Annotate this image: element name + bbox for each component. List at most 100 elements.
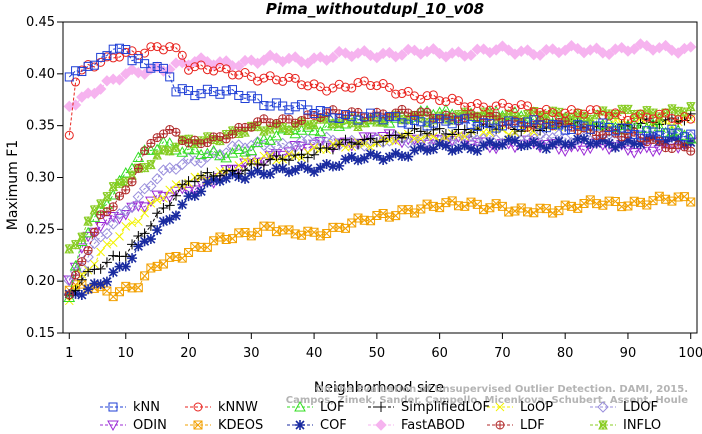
x-tick-label: 70 <box>494 346 511 361</box>
data-point <box>102 207 112 217</box>
legend-label: ODIN <box>133 418 167 433</box>
data-point <box>252 121 263 132</box>
data-point <box>403 151 414 162</box>
y-axis-label: Maximum F1 <box>5 140 21 230</box>
data-point <box>372 112 382 122</box>
data-point <box>610 126 620 136</box>
data-point <box>89 60 99 70</box>
data-point <box>378 117 388 128</box>
data-point <box>258 157 270 169</box>
legend-marker <box>295 420 305 430</box>
data-point <box>322 86 332 96</box>
data-point <box>566 112 577 123</box>
legend-marker <box>495 402 505 412</box>
data-point <box>278 76 288 86</box>
legend-label: COF <box>320 418 347 433</box>
data-point <box>127 170 137 181</box>
data-point <box>572 108 583 119</box>
series-line <box>68 195 692 298</box>
data-point <box>334 118 345 129</box>
data-point <box>251 136 264 148</box>
data-point <box>346 137 357 148</box>
data-point <box>94 231 107 243</box>
data-point <box>647 146 659 158</box>
data-point <box>679 106 690 118</box>
data-point <box>140 59 150 69</box>
data-point <box>510 104 520 114</box>
data-point <box>309 119 319 130</box>
data-point <box>686 129 696 139</box>
legend-label: INFLO <box>623 418 661 433</box>
data-point <box>290 150 301 161</box>
data-point <box>121 45 131 55</box>
data-point <box>152 62 162 72</box>
data-point <box>202 167 213 178</box>
data-point <box>296 160 307 171</box>
data-point <box>340 110 350 120</box>
data-point <box>227 85 237 95</box>
data-point <box>69 259 82 271</box>
data-point <box>553 136 564 147</box>
data-point <box>579 121 589 131</box>
data-point <box>177 199 188 210</box>
data-point <box>151 190 164 202</box>
data-point <box>64 243 75 254</box>
data-point <box>71 270 81 280</box>
series-line <box>68 46 691 136</box>
data-point <box>617 111 627 121</box>
data-point <box>233 168 244 179</box>
data-point <box>145 220 156 231</box>
data-point <box>152 208 163 219</box>
data-point <box>378 136 389 147</box>
data-point <box>90 259 99 269</box>
data-point <box>221 173 232 184</box>
data-point <box>234 90 244 100</box>
data-point <box>333 139 345 151</box>
data-point <box>188 143 201 155</box>
data-point <box>616 139 627 150</box>
data-point <box>126 201 138 214</box>
data-point <box>309 143 319 152</box>
data-point <box>679 192 689 202</box>
data-point <box>184 138 194 148</box>
data-point <box>371 150 382 161</box>
legend-marker <box>495 420 505 430</box>
data-point <box>302 152 313 163</box>
data-point <box>246 122 256 132</box>
data-point <box>685 137 696 148</box>
data-point <box>94 83 107 95</box>
data-point <box>227 129 237 139</box>
data-point <box>327 51 339 64</box>
data-point <box>127 239 138 250</box>
data-point <box>636 197 646 207</box>
x-tick-label: 10 <box>117 346 134 361</box>
data-point <box>220 147 232 159</box>
data-point <box>585 124 595 134</box>
chart-title: Pima_withoutdupl_10_v08 <box>266 0 484 18</box>
data-point <box>133 283 143 293</box>
data-point <box>666 132 677 143</box>
data-point <box>654 109 664 119</box>
data-point <box>265 123 275 135</box>
data-point <box>89 278 100 289</box>
data-point <box>346 152 357 163</box>
legend-marker <box>294 400 306 412</box>
data-point <box>396 132 407 143</box>
data-point <box>76 274 87 285</box>
data-point <box>667 103 677 114</box>
axes: 1 10 20 30 40 50 60 70 80 90 100 0.15 0.20 0.25 0.30 0.… <box>26 15 702 361</box>
x-axis-label: Neighborhood size <box>314 380 444 396</box>
data-point <box>453 143 464 154</box>
data-point <box>604 108 614 120</box>
data-point <box>366 142 375 152</box>
data-point <box>509 135 520 146</box>
data-point <box>64 290 74 300</box>
legend-marker <box>108 402 118 412</box>
data-point <box>353 213 363 223</box>
series-cof <box>64 132 696 300</box>
data-point <box>453 109 464 120</box>
data-point <box>440 128 451 139</box>
data-point <box>202 131 213 143</box>
data-point <box>358 132 371 143</box>
data-point <box>108 202 118 212</box>
